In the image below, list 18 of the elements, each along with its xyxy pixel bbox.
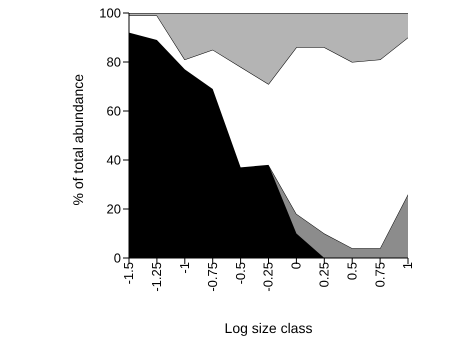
- x-tick-label: 0.75: [372, 262, 388, 288]
- x-tick-label: 0: [288, 262, 304, 270]
- x-tick-label: -1: [177, 262, 192, 274]
- y-tick-label: 100: [99, 6, 121, 21]
- x-tick-label: -0.5: [232, 262, 248, 284]
- x-tick-label: -0.75: [204, 262, 220, 292]
- x-tick-label: -1.25: [149, 262, 164, 292]
- y-tick-label: 20: [106, 202, 121, 217]
- x-tick-label: 1: [400, 262, 416, 270]
- y-tick-label: 40: [106, 152, 121, 168]
- x-tick-label: -0.25: [260, 262, 276, 292]
- x-tick-label: -1.5: [121, 262, 136, 284]
- x-tick-label: 0.25: [316, 262, 332, 288]
- y-axis-title: % of total abundance: [70, 74, 86, 206]
- y-tick-label: 80: [106, 54, 121, 70]
- y-tick-label: 60: [106, 104, 121, 119]
- x-axis-title: Log size class: [224, 320, 312, 336]
- x-tick-label: 0.5: [344, 262, 360, 280]
